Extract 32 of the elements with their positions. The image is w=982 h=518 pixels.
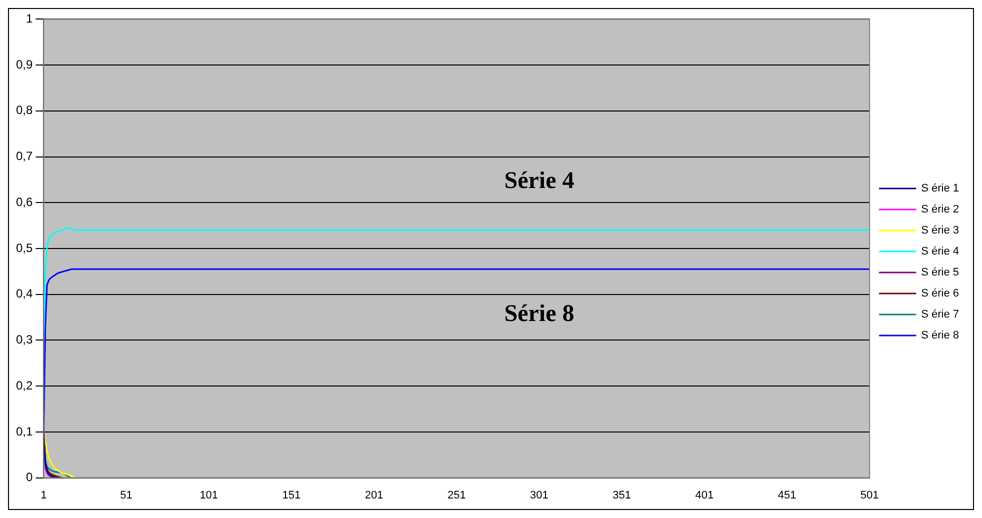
x-tick-label: 151 bbox=[282, 489, 301, 502]
legend-label: S érie 5 bbox=[921, 266, 960, 279]
annotation: Série 4 bbox=[504, 168, 574, 194]
x-tick-label: 51 bbox=[120, 489, 132, 502]
y-tick-label: 0 bbox=[26, 470, 33, 484]
x-tick-label: 1 bbox=[40, 489, 47, 502]
x-tick-label: 501 bbox=[860, 489, 879, 502]
x-tick-label: 251 bbox=[447, 489, 466, 502]
legend-label: S érie 2 bbox=[921, 204, 960, 216]
legend-label: S érie 6 bbox=[921, 288, 960, 300]
x-tick-label: 401 bbox=[695, 489, 714, 502]
y-tick-label: 0,8 bbox=[16, 103, 33, 118]
x-tick-label: 351 bbox=[612, 489, 631, 502]
legend-label: S érie 1 bbox=[921, 182, 960, 195]
y-tick-label: 0,5 bbox=[16, 240, 33, 255]
y-tick-label: 0,2 bbox=[16, 378, 33, 392]
y-tick-label: 0,6 bbox=[16, 194, 33, 209]
x-tick-label: 101 bbox=[200, 489, 218, 502]
legend-label: S érie 8 bbox=[921, 330, 960, 342]
x-tick-label: 451 bbox=[778, 489, 796, 502]
y-tick-label: 0,3 bbox=[16, 332, 33, 347]
legend-label: S érie 3 bbox=[921, 224, 960, 237]
y-tick-label: 1 bbox=[26, 12, 33, 26]
y-tick-label: 0,9 bbox=[16, 57, 33, 72]
x-tick-label: 201 bbox=[364, 489, 384, 502]
y-tick-label: 0,1 bbox=[16, 424, 33, 438]
x-tick-label: 301 bbox=[530, 489, 548, 502]
annotation: Série 8 bbox=[504, 301, 574, 328]
y-tick-label: 0,7 bbox=[16, 149, 33, 164]
legend-label: S érie 4 bbox=[921, 246, 960, 258]
y-tick-label: 0,4 bbox=[16, 286, 33, 301]
legend-label: S érie 7 bbox=[921, 308, 960, 321]
